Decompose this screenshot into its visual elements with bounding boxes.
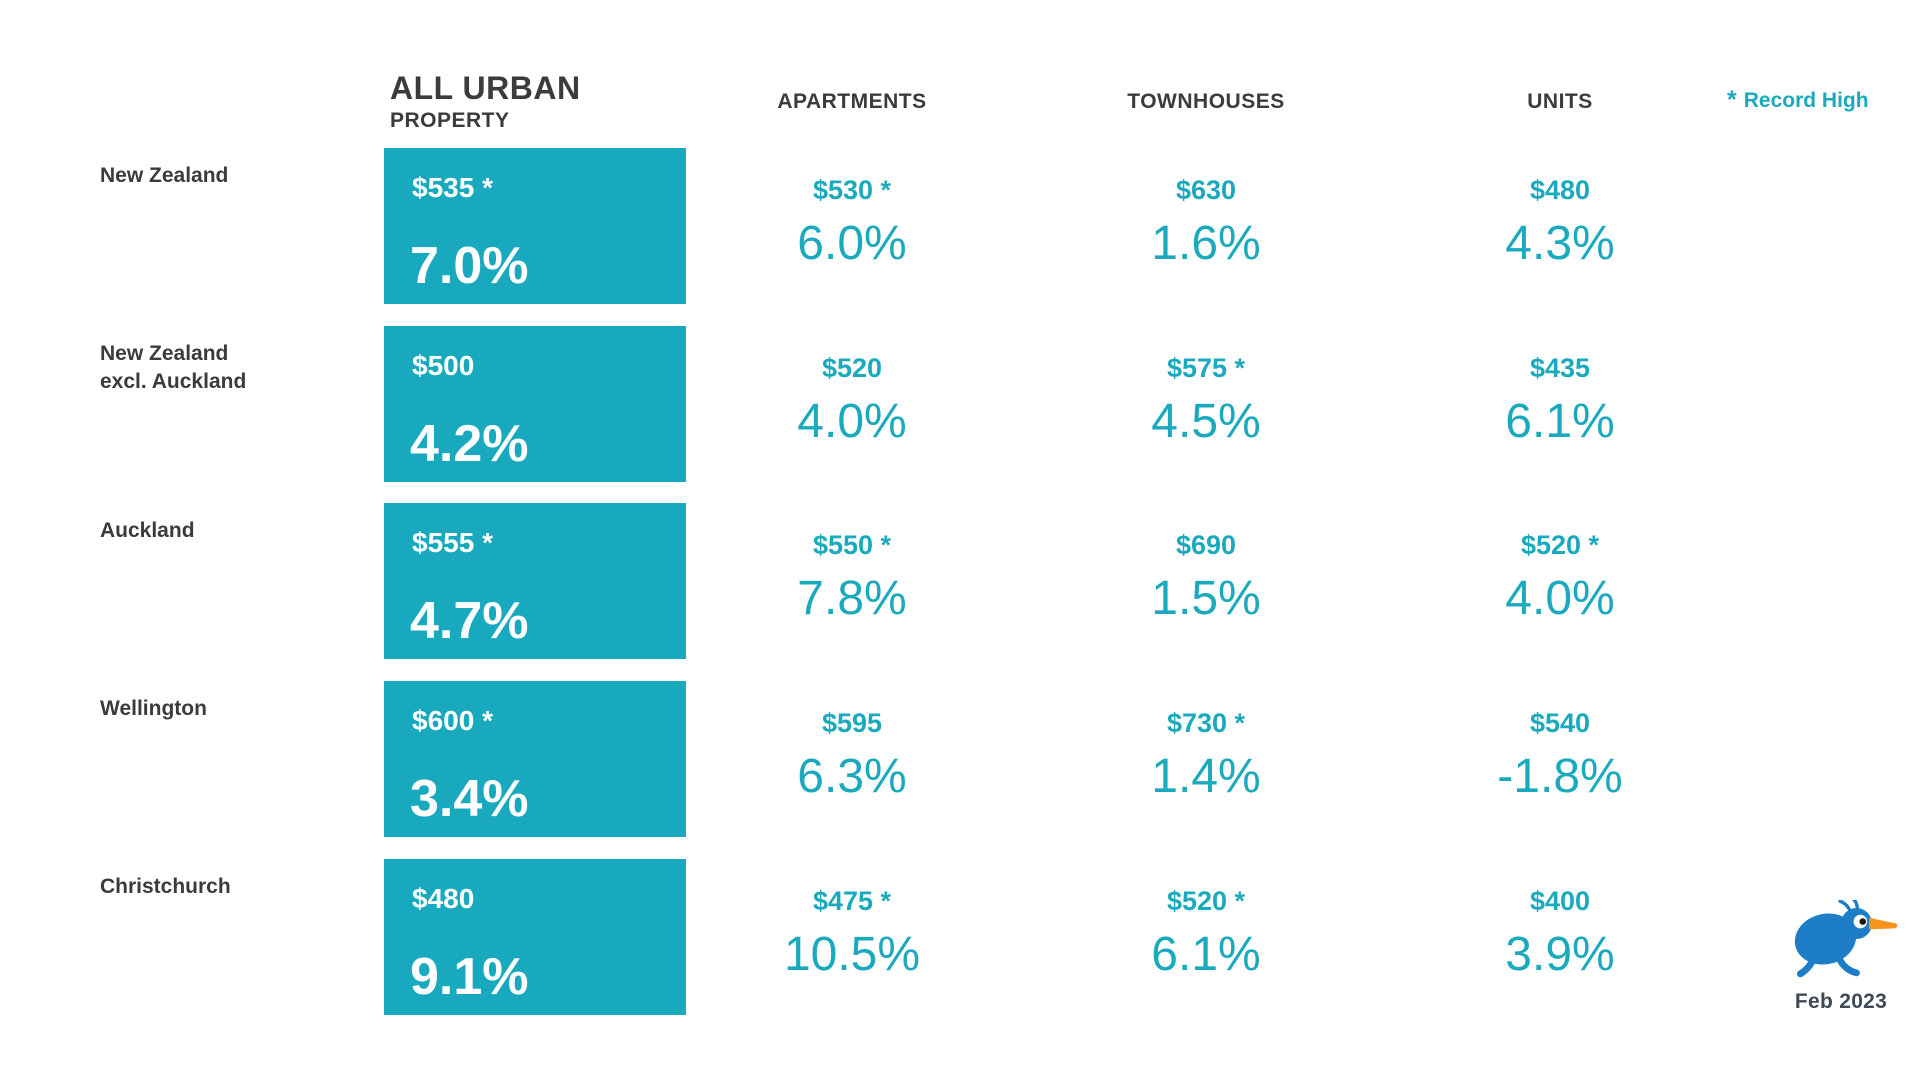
price-value: $550 *: [812, 530, 892, 560]
price-value: $555 *: [412, 527, 493, 558]
pct-change-value: 4.5%: [1151, 394, 1261, 448]
footer-logo-block: Feb 2023: [1778, 900, 1904, 1014]
region-label-line1: Wellington: [100, 697, 207, 720]
townhouses-cell: $690 1.5%: [1056, 503, 1356, 659]
table-row: Wellington $600 * 3.4% $595 6.3% $730 * …: [0, 681, 1920, 837]
all-urban-cell: $500 4.2%: [384, 326, 686, 482]
units-cell: $540 -1.8%: [1410, 681, 1710, 837]
price-value: $530 *: [812, 175, 892, 205]
townhouses-cell: $730 * 1.4%: [1056, 681, 1356, 837]
price-value: $575 *: [1166, 353, 1246, 383]
units-cell: $435 6.1%: [1410, 326, 1710, 482]
pct-change-value: 6.1%: [1151, 927, 1261, 981]
column-header-units: UNITS: [1527, 90, 1593, 113]
all-urban-subtitle: PROPERTY: [390, 108, 510, 132]
date-label: Feb 2023: [1794, 990, 1888, 1013]
apartments-cell: $520 4.0%: [702, 326, 1002, 482]
pct-change-value: 3.9%: [1505, 927, 1615, 981]
price-value: $535 *: [412, 172, 493, 203]
units-cell: $520 * 4.0%: [1410, 503, 1710, 659]
price-value: $600 *: [412, 705, 493, 736]
pct-change-value: 6.3%: [797, 749, 907, 803]
pct-change-value: 1.5%: [1151, 571, 1261, 625]
table-row: Christchurch $480 9.1% $475 * 10.5% $520…: [0, 859, 1920, 1015]
pct-change-value: 1.4%: [1151, 749, 1261, 803]
pct-change-value: 4.7%: [410, 592, 529, 650]
all-urban-cell: $600 * 3.4%: [384, 681, 686, 837]
pct-change-value: 6.0%: [797, 216, 907, 270]
column-header-all-urban: ALL URBAN PROPERTY: [390, 70, 581, 133]
price-value: $730 *: [1166, 708, 1246, 738]
price-value: $400: [1529, 886, 1591, 916]
pct-change-value: 4.3%: [1505, 216, 1615, 270]
units-cell: $400 3.9%: [1410, 859, 1710, 1015]
price-value: $435: [1529, 353, 1591, 383]
pct-change-value: 10.5%: [783, 927, 921, 981]
region-label: Auckland: [100, 517, 370, 545]
record-high-legend: * Record High: [1727, 86, 1869, 115]
all-urban-cell: $535 * 7.0%: [384, 148, 686, 304]
apartments-cell: $550 * 7.8%: [702, 503, 1002, 659]
all-urban-cell: $480 9.1%: [384, 859, 686, 1015]
region-label-line1: New Zealand: [100, 342, 229, 365]
pct-change-value: 4.0%: [1505, 571, 1615, 625]
all-urban-title: ALL URBAN: [390, 70, 581, 106]
pct-change-value: 3.4%: [410, 770, 529, 828]
all-urban-cell: $555 * 4.7%: [384, 503, 686, 659]
price-value: $690: [1175, 530, 1237, 560]
region-label: New Zealand: [100, 162, 370, 190]
pct-change-value: 1.6%: [1151, 216, 1261, 270]
record-high-label: Record High: [1743, 89, 1869, 112]
price-value: $520 *: [1166, 886, 1246, 916]
apartments-cell: $475 * 10.5%: [702, 859, 1002, 1015]
table-row: New Zealand excl. Auckland $500 4.2% $52…: [0, 326, 1920, 482]
region-label-line1: Auckland: [100, 519, 195, 542]
units-cell: $480 4.3%: [1410, 148, 1710, 304]
region-label: Christchurch: [100, 873, 370, 901]
apartments-cell: $530 * 6.0%: [702, 148, 1002, 304]
pct-change-value: 6.1%: [1505, 394, 1615, 448]
column-header-apartments: APARTMENTS: [777, 90, 927, 113]
pct-change-value: 7.8%: [797, 571, 907, 625]
region-label-line1: New Zealand: [100, 164, 229, 187]
record-high-asterisk-icon: *: [1727, 86, 1737, 114]
region-label-line2: excl. Auckland: [100, 369, 247, 393]
price-value: $475 *: [812, 886, 892, 916]
region-label-line1: Christchurch: [100, 875, 231, 898]
price-value: $630: [1175, 175, 1237, 205]
price-value: $480: [1529, 175, 1591, 205]
pct-change-value: 4.2%: [410, 415, 529, 473]
column-header-townhouses: TOWNHOUSES: [1127, 90, 1285, 113]
region-label: New Zealand excl. Auckland: [100, 340, 370, 395]
kiwi-bird-icon: [1794, 900, 1898, 978]
price-value: $520 *: [1520, 530, 1600, 560]
table-row: Auckland $555 * 4.7% $550 * 7.8% $690 1.…: [0, 503, 1920, 659]
price-value: $540: [1529, 708, 1591, 738]
pct-change-value: 4.0%: [797, 394, 907, 448]
apartments-cell: $595 6.3%: [702, 681, 1002, 837]
pct-change-value: 7.0%: [410, 237, 529, 295]
price-value: $520: [821, 353, 883, 383]
pct-change-value: -1.8%: [1497, 749, 1623, 803]
region-label: Wellington: [100, 695, 370, 723]
price-value: $480: [412, 883, 475, 914]
price-value: $595: [821, 708, 883, 738]
price-value: $500: [412, 350, 475, 381]
townhouses-cell: $520 * 6.1%: [1056, 859, 1356, 1015]
pct-change-value: 9.1%: [410, 948, 529, 1006]
table-row: New Zealand $535 * 7.0% $530 * 6.0% $630…: [0, 148, 1920, 304]
townhouses-cell: $575 * 4.5%: [1056, 326, 1356, 482]
townhouses-cell: $630 1.6%: [1056, 148, 1356, 304]
